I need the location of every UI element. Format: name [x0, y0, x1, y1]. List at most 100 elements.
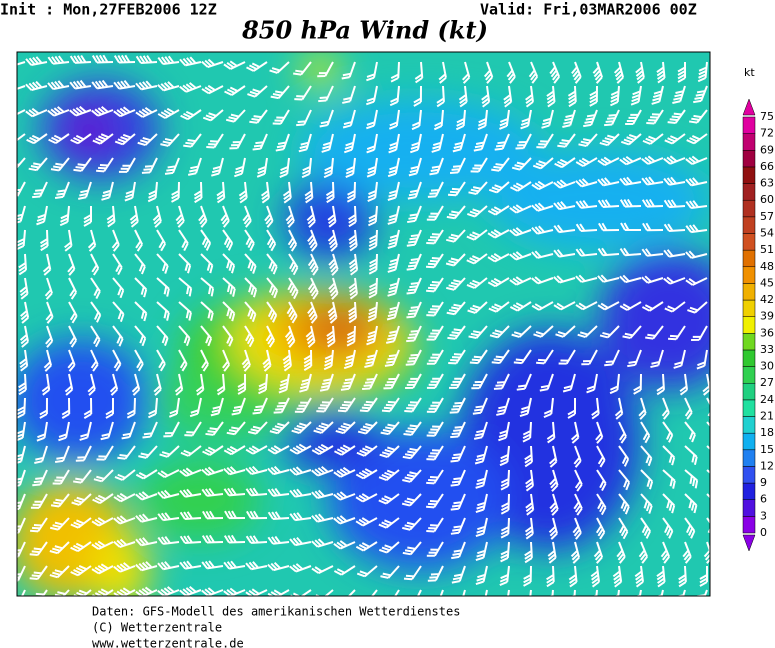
wind-barb [90, 253, 100, 276]
wind-barb [520, 109, 532, 130]
wind-barb [142, 421, 158, 439]
wind-barb [425, 253, 444, 269]
wind-barb [311, 443, 334, 455]
wind-barb [311, 466, 334, 477]
wind-barb [241, 349, 251, 372]
wind-barb [489, 325, 510, 339]
wind-barb [367, 301, 378, 323]
wind-barb [685, 250, 708, 259]
wind-barb [164, 157, 180, 175]
wind-barb [409, 133, 422, 154]
wind-barb [220, 205, 230, 228]
wind-barb [406, 325, 422, 343]
wind-barb [114, 469, 136, 481]
legend-swatch [742, 299, 756, 317]
wind-barb [553, 201, 576, 211]
wind-barb [178, 277, 193, 297]
wind-barb [641, 248, 664, 257]
wind-barb [278, 373, 290, 394]
wind-barb [405, 373, 422, 389]
wind-barb [30, 493, 48, 509]
wind-barb [296, 109, 312, 127]
wind-barb [70, 133, 92, 145]
wind-barb [597, 199, 620, 209]
wind-barb [266, 301, 278, 323]
wind-barb [619, 274, 642, 284]
wind-barb [622, 325, 642, 339]
wind-barb [90, 277, 101, 299]
wind-barb [69, 79, 92, 90]
wind-barb [36, 205, 48, 226]
wind-barb [446, 277, 466, 291]
wind-barb [458, 85, 468, 108]
wind-barb [554, 157, 576, 169]
wind-barb [346, 181, 356, 203]
wind-barb [597, 156, 620, 166]
wind-barb [92, 493, 114, 505]
wind-barb [245, 487, 268, 497]
wind-barb [531, 301, 554, 311]
wind-barb [305, 325, 316, 348]
wind-barb [641, 275, 664, 284]
wind-barb [118, 157, 136, 173]
wind-barb [500, 541, 510, 563]
wind-barb [494, 133, 510, 151]
wind-barb [20, 301, 30, 324]
wind-barb [543, 397, 554, 419]
wind-barb [366, 109, 378, 130]
wind-barb [499, 565, 510, 587]
wind-barb [685, 200, 708, 210]
wind-barbs [17, 54, 710, 596]
wind-barb [265, 325, 276, 348]
wind-barb [134, 277, 148, 298]
wind-barb [509, 204, 532, 214]
wind-barb [137, 133, 158, 147]
wind-barb [685, 224, 708, 234]
wind-barb [289, 466, 312, 476]
wind-barb [367, 205, 378, 227]
legend-label: 30 [760, 360, 774, 373]
wind-barb [524, 517, 534, 540]
wind-barb [558, 349, 576, 365]
wind-barb [289, 488, 312, 498]
wind-barb [34, 445, 48, 464]
wind-barb [662, 517, 674, 539]
wind-barb [696, 349, 708, 370]
wind-barb [650, 349, 664, 369]
wind-barb [160, 133, 180, 147]
wind-barb [134, 301, 148, 322]
wind-barb [311, 538, 334, 548]
wind-barb [141, 157, 158, 174]
wind-barb [618, 445, 630, 467]
wind-barb [157, 489, 180, 499]
legend-swatch [742, 150, 756, 168]
wind-barb [619, 176, 642, 186]
wind-barb [19, 325, 29, 348]
wind-barb [90, 301, 102, 323]
wind-barb [156, 301, 170, 321]
wind-barb [426, 301, 444, 317]
wind-barb [356, 565, 378, 578]
legend-label: 0 [760, 526, 767, 539]
wind-barb [387, 229, 400, 249]
wind-barb [112, 325, 124, 347]
wind-barb [475, 541, 488, 561]
wind-barb [260, 181, 270, 204]
wind-barb [113, 80, 136, 90]
wind-barb [245, 465, 268, 476]
wind-barb [555, 325, 576, 338]
wind-barb [386, 301, 400, 321]
wind-barb [229, 133, 246, 150]
wind-barb [488, 181, 510, 194]
wind-barb [211, 157, 224, 177]
wind-barb [346, 325, 356, 347]
wind-barb [449, 397, 466, 414]
wind-barb [498, 421, 510, 442]
wind-barb [426, 493, 444, 509]
wind-barb [380, 421, 400, 436]
wind-barb [325, 181, 335, 204]
legend-swatch [742, 499, 756, 517]
wind-barb [469, 349, 488, 365]
wind-barb [113, 587, 136, 596]
wind-barb [546, 85, 556, 108]
